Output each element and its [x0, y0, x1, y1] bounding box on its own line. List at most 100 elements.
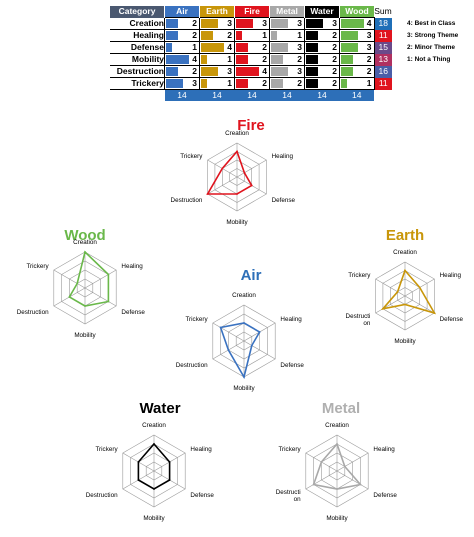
category-label: Mobility — [110, 53, 165, 66]
score-bar — [341, 31, 359, 40]
column-total: 14 — [304, 89, 340, 101]
axis-label: Destruction — [17, 309, 49, 316]
score-cell: 1 — [339, 77, 375, 90]
data-point — [221, 167, 224, 170]
score-value: 1 — [227, 54, 232, 64]
score-value: 3 — [227, 18, 232, 28]
score-value: 4 — [366, 18, 372, 28]
score-value: 3 — [192, 78, 197, 88]
data-point — [359, 483, 362, 486]
axis-label: Creation — [73, 239, 97, 246]
axis-label: Trickery — [26, 263, 49, 270]
category-label: Trickery — [110, 77, 165, 90]
score-value: 2 — [297, 78, 302, 88]
data-point — [84, 251, 86, 253]
element-header-wood: Wood — [339, 6, 374, 18]
score-value: 4 — [262, 66, 267, 76]
score-cell: 3 — [304, 17, 340, 30]
data-point — [137, 461, 140, 463]
score-value: 2 — [332, 42, 337, 52]
score-cell: 3 — [199, 17, 235, 30]
score-value: 1 — [262, 30, 267, 40]
data-point — [76, 282, 79, 285]
score-cell: 2 — [199, 29, 235, 42]
axis-label: Destruction — [171, 197, 203, 204]
axis-label: Trickery — [348, 272, 371, 279]
legend-item: 2: Minor Theme — [407, 44, 456, 51]
score-bar — [166, 31, 178, 40]
score-bar — [306, 79, 318, 88]
data-point — [68, 296, 71, 298]
score-cell: 2 — [304, 77, 340, 90]
row-sum: 15 — [374, 41, 392, 54]
axis-spoke — [84, 269, 117, 289]
sum-header: Sum — [374, 6, 392, 18]
score-value: 3 — [297, 18, 302, 28]
axis-label: Mobility — [226, 219, 248, 226]
data-point — [243, 376, 245, 378]
score-bar — [201, 67, 219, 76]
score-value: 3 — [366, 42, 372, 52]
score-cell: 1 — [199, 77, 235, 90]
score-value: 4 — [192, 54, 197, 64]
row-sum: 18 — [374, 17, 392, 30]
data-point — [243, 171, 246, 174]
score-bar — [341, 67, 353, 76]
axis-spoke — [375, 278, 406, 297]
score-value: 1 — [366, 78, 372, 88]
axis-label: Creation — [232, 292, 256, 299]
axis-spoke — [336, 470, 369, 490]
chart-title: Wood — [64, 227, 105, 244]
score-value: 2 — [297, 54, 302, 64]
data-point — [320, 461, 323, 463]
category-label: Destruction — [110, 65, 165, 78]
score-bar — [306, 67, 318, 76]
axis-spoke — [236, 159, 267, 178]
axis-label: Healing — [272, 153, 294, 160]
chart-title: Metal — [322, 400, 360, 417]
data-point — [336, 488, 338, 490]
axis-label: Creation — [393, 249, 417, 256]
data-point — [258, 331, 261, 333]
score-bar — [166, 43, 172, 52]
series-polygon — [380, 268, 437, 315]
axis-label: Trickery — [278, 446, 301, 453]
data-point — [382, 307, 384, 310]
data-point — [433, 312, 436, 314]
column-total: 14 — [339, 89, 374, 101]
data-point — [153, 443, 155, 445]
axis-label: Trickery — [180, 153, 203, 160]
data-point — [84, 305, 86, 307]
axis-spoke — [375, 295, 406, 314]
score-bar — [166, 19, 178, 28]
score-cell: 1 — [199, 53, 235, 66]
table-row: Defense 1 4 2 3 2 3 15 — [110, 41, 392, 54]
score-bar — [236, 19, 254, 28]
radar-chart-metal: Metal Creation Healing Defense Mobility Destr… — [276, 400, 398, 522]
radar-chart-water: Water Creation Healing Defense Mobility Destr… — [86, 400, 215, 522]
axis-label: Healing — [280, 316, 302, 323]
data-point — [336, 443, 338, 445]
data-point — [137, 479, 140, 481]
score-value: 2 — [332, 54, 337, 64]
score-bar — [306, 31, 318, 40]
axis-label: Defense — [280, 362, 304, 369]
score-bar — [201, 55, 207, 64]
score-bar — [236, 79, 248, 88]
table-row: Creation 2 3 3 3 3 4 18 — [110, 17, 392, 30]
axis-label: Mobility — [233, 385, 255, 392]
score-cell: 2 — [304, 53, 340, 66]
category-label: Healing — [110, 29, 165, 42]
score-bar — [271, 67, 289, 76]
axis-spoke — [84, 287, 117, 307]
axis-label: Creation — [225, 130, 249, 137]
data-point — [153, 488, 155, 490]
data-point — [418, 286, 421, 289]
score-value: 2 — [332, 30, 337, 40]
score-value: 2 — [332, 66, 337, 76]
data-point — [396, 290, 399, 293]
totals-spacer — [374, 89, 392, 101]
